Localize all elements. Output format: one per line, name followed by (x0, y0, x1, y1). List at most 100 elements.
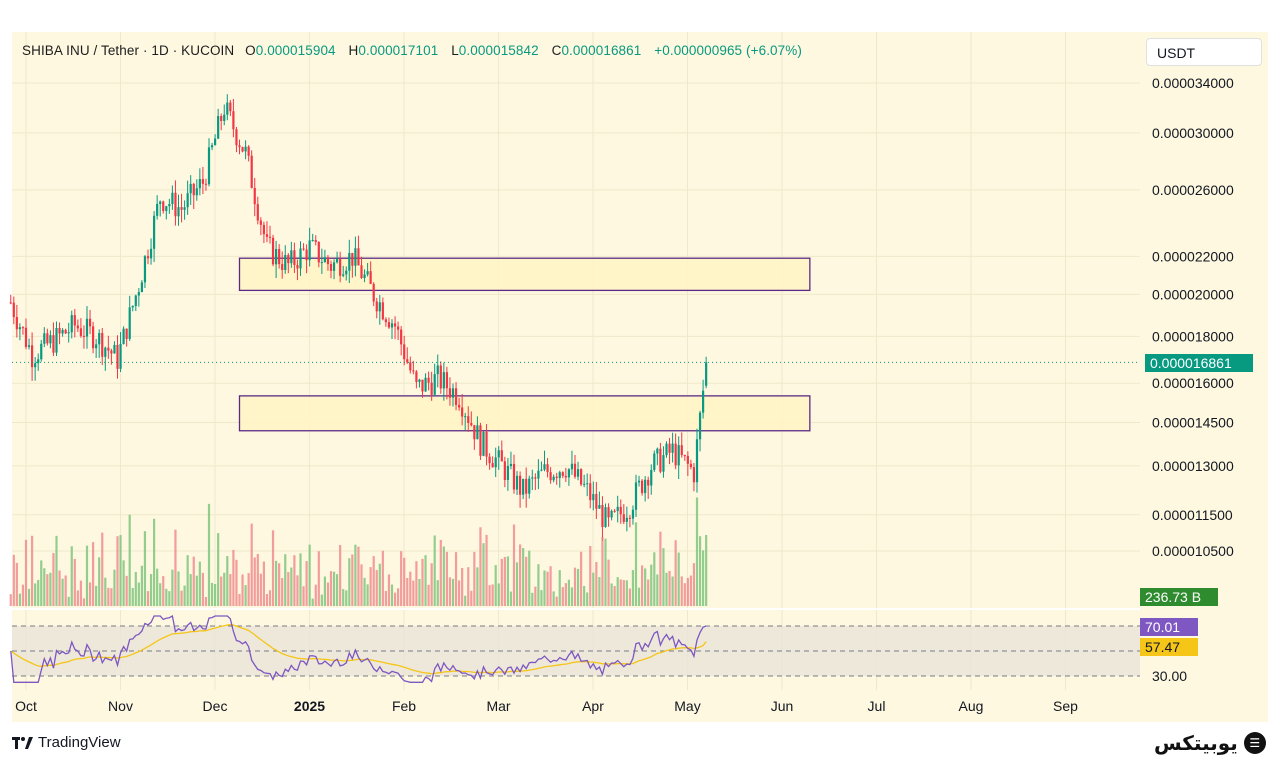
candle-body (397, 326, 400, 330)
candle-body (92, 326, 95, 349)
volume-bar (55, 535, 58, 606)
volume-bar (604, 538, 607, 606)
price-tick-label: 0.000018000 (1152, 328, 1234, 344)
candle-body (653, 453, 656, 470)
candle-body (433, 374, 436, 395)
candle-body (631, 509, 635, 519)
candle-body (610, 510, 613, 518)
candle-body (564, 475, 567, 478)
candle-body (284, 254, 287, 270)
volume-bar (40, 560, 43, 606)
volume-bar (287, 572, 290, 606)
candle-body (18, 327, 21, 330)
candle-body (390, 323, 394, 328)
candle-body (64, 329, 67, 334)
candle-body (314, 240, 317, 242)
volume-bar (583, 585, 586, 606)
volume-bar (494, 565, 497, 606)
candle-body (336, 258, 339, 263)
volume-bar (482, 543, 485, 606)
volume-bar (393, 592, 397, 606)
volume-bar (531, 592, 534, 606)
volume-bar (256, 553, 259, 606)
candle-body (207, 147, 211, 185)
rsi-tick-label: 30.00 (1152, 668, 1187, 684)
candle-body (287, 254, 290, 264)
candle-body (21, 327, 25, 329)
candle-body (198, 179, 201, 189)
candle-body (244, 146, 247, 152)
volume-bar (439, 539, 442, 606)
volume-bar (52, 553, 55, 606)
volume-bar (470, 590, 473, 606)
candle-body (604, 507, 607, 527)
candle-body (644, 479, 647, 494)
candle-body (430, 382, 433, 395)
candle-body (153, 215, 156, 249)
candle-body (671, 443, 674, 453)
volume-bar (412, 580, 415, 606)
candle-body (705, 362, 708, 386)
volume-bar (12, 554, 15, 606)
volume-bar (284, 554, 287, 606)
volume-bar (336, 574, 339, 606)
volume-bar (299, 553, 302, 606)
candle-body (204, 183, 208, 185)
volume-bar (522, 547, 525, 606)
volume-bar (217, 533, 220, 606)
candle-body (470, 423, 473, 426)
tradingview-icon (12, 736, 33, 749)
volume-bar (692, 563, 696, 606)
candle-body (647, 479, 650, 486)
candle-body (159, 201, 162, 204)
volume-bar (375, 570, 378, 606)
volume-bar (195, 575, 198, 606)
candle-body (302, 248, 305, 250)
candle-body (165, 206, 168, 211)
candle-body (311, 240, 314, 242)
volume-bar (134, 571, 137, 606)
candle-body (238, 145, 241, 148)
volume-bar (49, 572, 52, 606)
candle-body (427, 377, 430, 383)
volume-bar (342, 589, 345, 606)
volume-bar (229, 574, 232, 606)
candle-body (580, 469, 583, 485)
volume-bar (329, 571, 333, 606)
candle-body (217, 115, 220, 139)
candle-body (55, 328, 58, 353)
candle-body (137, 292, 140, 296)
candle-body (637, 480, 641, 483)
time-tick-label: Dec (203, 698, 228, 714)
change-value: +0.000000965 (+6.07%) (654, 43, 802, 58)
volume-bar (458, 580, 461, 606)
candle-body (634, 482, 638, 510)
volume-bar (668, 570, 671, 606)
rsi-badge: 70.01 (1140, 618, 1198, 636)
volume-bar (323, 576, 326, 606)
volume-bar (610, 583, 613, 606)
volume-bar (119, 535, 122, 606)
candle-body (692, 467, 696, 483)
candle-body (464, 416, 467, 418)
tradingview-brand[interactable]: TradingView (12, 734, 121, 751)
volume-bar (537, 564, 540, 606)
currency-selector[interactable]: USDT (1146, 38, 1262, 66)
candle-body (522, 478, 525, 495)
candle-body (345, 270, 348, 275)
candle-body (201, 179, 204, 184)
candle-body (497, 450, 500, 458)
candle-body (595, 494, 598, 509)
volume-bar (244, 585, 247, 606)
volume-bar (509, 591, 513, 606)
volume-bar (695, 497, 699, 606)
volume-bar (21, 584, 25, 606)
volume-bar (296, 575, 299, 606)
candle-body (534, 477, 537, 479)
volume-bar (592, 572, 595, 606)
candle-body (622, 514, 625, 522)
exchange-logo: یوبیتکس ☰ (1154, 731, 1266, 755)
volume-bar (634, 522, 638, 606)
candle-body (317, 241, 320, 263)
